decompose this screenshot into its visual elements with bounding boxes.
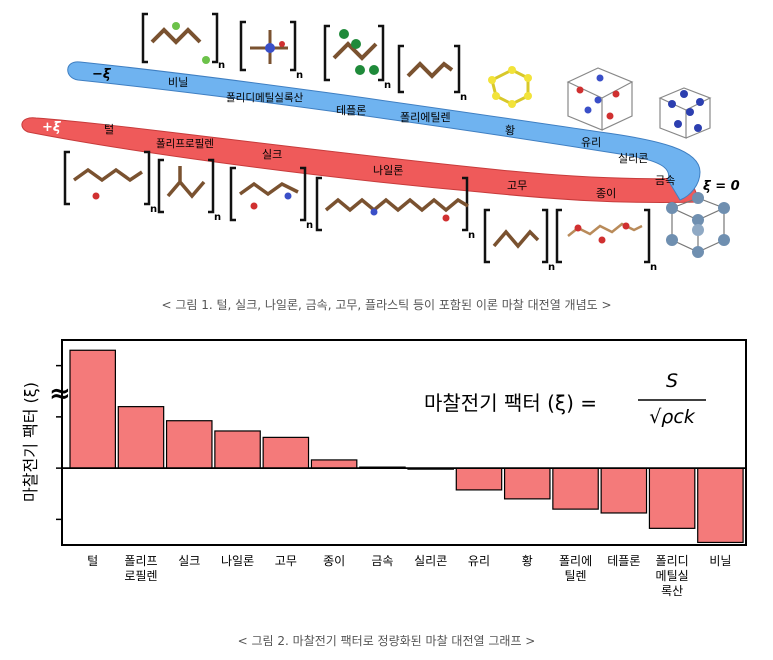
zero-xi-label: ξ = 0 (703, 179, 740, 194)
formula-numerator: S (666, 370, 678, 392)
polymer-structure-nylon: n (315, 176, 475, 241)
subscript-n: n (150, 204, 157, 215)
bar-2 (165, 420, 213, 469)
bar-4 (262, 436, 310, 469)
x-tick-label-13: 비닐 (709, 554, 731, 568)
neg-label-3: 폴리에틸렌 (400, 111, 451, 124)
x-tick-label-12: 폴리디 메틸실 록산 (656, 554, 689, 598)
bar-8 (455, 467, 503, 491)
silicon-crystal-structure (658, 87, 712, 139)
x-tick-label-1: 폴리프 로필렌 (124, 554, 157, 583)
polymer-structure-rubber: n (483, 208, 555, 273)
x-tick-labels-layer: 털 폴리프 로필렌 실크 나일론 고무 종이 금속 실리콘 유리 황 폴리에 틸렌 테플론 폴리디 메틸실 록산… (87, 554, 731, 598)
subscript-n: n (650, 262, 657, 273)
metal-lattice-structure (666, 192, 730, 258)
neg-xi-label: −ξ (92, 67, 112, 82)
neg-label-5: 유리 (581, 136, 601, 149)
figure2-caption: < 그림 2. 마찰전기 팩터로 정량화된 마찰 대전열 그래프 > (237, 634, 536, 648)
polymer-structure-pdms: n (239, 20, 303, 81)
x-tick-label-4: 고무 (275, 554, 297, 568)
polymer-structure-silk: n (229, 166, 313, 231)
bar-12 (648, 467, 696, 529)
subscript-n: n (214, 212, 221, 223)
x-tick-label-10: 폴리에 틸렌 (559, 554, 592, 583)
x-tick-label-6: 금속 (371, 554, 393, 568)
neg-label-4: 황 (505, 124, 515, 137)
x-tick-label-11: 테플론 (607, 554, 640, 568)
polymer-structure-polypropylene: n (157, 158, 221, 223)
bar-11 (600, 467, 648, 514)
neg-label-1: 폴리디메틸실록산 (226, 91, 304, 104)
triboelectric-factor-bar-chart: 털 폴리프 로필렌 실크 나일론 고무 종이 금속 실리콘 유리 황 폴리에 틸렌 테플론 폴리디 메틸실 록산… (21, 339, 747, 598)
subscript-n: n (306, 220, 313, 231)
subscript-n: n (296, 70, 303, 81)
bar-10 (552, 467, 599, 510)
x-tick-label-3: 나일론 (221, 554, 254, 568)
pos-label-2: 실크 (262, 148, 282, 161)
neg-label-6: 실리콘 (618, 152, 648, 165)
bar-0 (69, 349, 116, 469)
y-ticks-layer (56, 364, 62, 521)
glass-lattice-structure (566, 67, 634, 131)
triboelectric-series-diagram: −ξ +ξ ξ = 0 비닐 폴리디메틸실록산 테플론 폴리에틸렌 황 유리 실… (21, 12, 740, 273)
formula: 마찰전기 팩터 (ξ) = S √ρck (424, 370, 706, 428)
bar-5 (310, 459, 358, 469)
positive-band (21, 117, 701, 203)
neg-label-2: 테플론 (336, 104, 366, 117)
sulfur-ring-structure (488, 66, 532, 108)
formula-lhs: 마찰전기 팩터 (ξ) = (424, 391, 597, 415)
x-tick-label-7: 실리콘 (414, 554, 447, 568)
formula-denominator: √ρck (649, 406, 696, 428)
subscript-n: n (468, 230, 475, 241)
bar-9 (503, 467, 551, 500)
bar-13 (697, 467, 744, 544)
negative-band (67, 61, 701, 201)
middle-label: 금속 (655, 174, 675, 187)
y-axis-label: 마찰전기 팩터 (ξ) (21, 382, 40, 502)
pos-label-4: 고무 (507, 179, 527, 192)
x-tick-label-2: 실크 (178, 554, 200, 568)
x-tick-label-9: 황 (522, 554, 533, 568)
polymer-structure-paper: n (555, 208, 657, 273)
pos-label-5: 종이 (596, 187, 616, 200)
axis-break-mark: ≈ (49, 379, 71, 409)
subscript-n: n (548, 262, 555, 273)
x-tick-label-5: 종이 (323, 554, 345, 568)
polymer-structure-polyethylene: n (397, 44, 467, 103)
pos-xi-label: +ξ (42, 120, 62, 135)
subscript-n: n (460, 92, 467, 103)
pos-label-1: 폴리프로필렌 (156, 138, 214, 150)
polymer-structure-wool: n (63, 150, 157, 215)
neg-label-0: 비닐 (168, 76, 188, 89)
bars-layer (69, 349, 744, 544)
polymer-structure-vinyl: n (141, 12, 225, 71)
bar-1 (117, 406, 165, 469)
subscript-n: n (384, 80, 391, 91)
plot-frame (61, 339, 747, 546)
polymer-structure-teflon: n (323, 24, 391, 91)
figure1-caption: < 그림 1. 털, 실크, 나일론, 금속, 고무, 플라스틱 등이 포함된 … (161, 298, 612, 312)
subscript-n: n (218, 60, 225, 71)
bar-3 (214, 430, 261, 469)
x-tick-label-0: 털 (87, 554, 98, 568)
pos-label-0: 털 (104, 123, 114, 136)
pos-label-3: 나일론 (373, 163, 403, 177)
x-tick-label-8: 유리 (468, 554, 490, 568)
